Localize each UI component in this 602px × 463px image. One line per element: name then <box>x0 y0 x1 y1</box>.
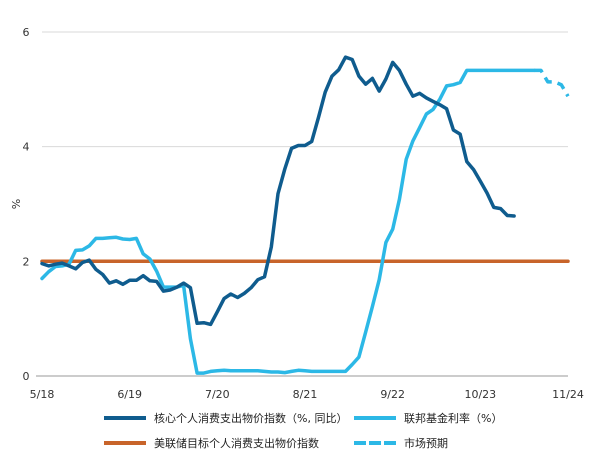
x-tick-label: 8/21 <box>293 388 318 401</box>
y-tick-label: 6 <box>23 26 30 39</box>
x-tick-label: 10/23 <box>464 388 496 401</box>
y-tick-label: 2 <box>23 255 30 268</box>
series-core-pce-line <box>40 55 516 327</box>
x-tick-label: 11/24 <box>552 388 584 401</box>
x-tick-label: 9/22 <box>380 388 405 401</box>
y-tick-label: 4 <box>23 141 30 154</box>
x-axis-ticks: 5/18 6/19 7/20 8/21 9/22 10/23 11/24 <box>30 388 584 401</box>
x-tick-label: 7/20 <box>205 388 230 401</box>
x-tick-label: 5/18 <box>30 388 55 401</box>
x-tick-label: 6/19 <box>117 388 142 401</box>
series-fed-funds-line <box>40 68 537 375</box>
series-market-expectation-line <box>534 68 570 98</box>
y-axis-ticks: 0 2 4 6 <box>23 26 30 383</box>
y-axis-label: % <box>10 199 23 209</box>
y-tick-label: 0 <box>23 370 30 383</box>
chart-series <box>40 55 570 375</box>
